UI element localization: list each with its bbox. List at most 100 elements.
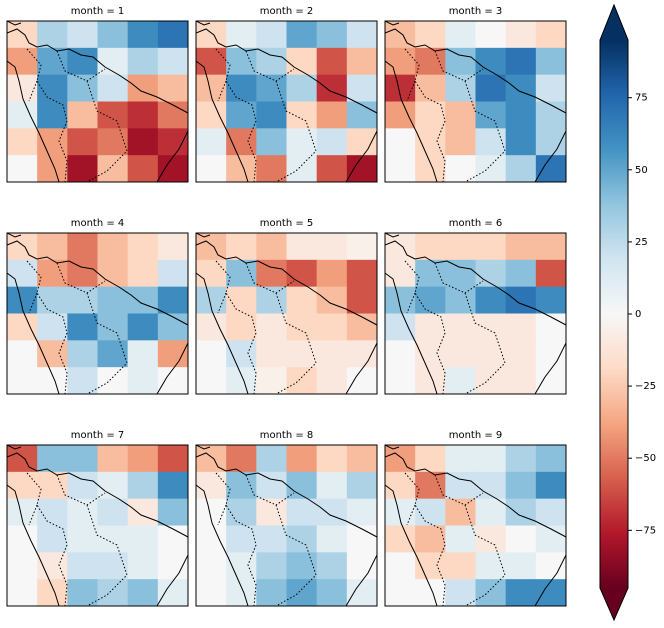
cell — [157, 471, 189, 500]
cell — [37, 21, 68, 49]
cell — [256, 259, 287, 288]
panel-title: month = 4 — [71, 218, 125, 229]
panel-frame — [6, 232, 189, 395]
cell — [256, 552, 287, 580]
cell — [385, 445, 416, 473]
cell — [475, 313, 507, 341]
cell — [97, 155, 129, 183]
cell — [286, 552, 318, 580]
colorbar-tick-label: 25 — [635, 237, 648, 248]
cell — [535, 286, 567, 314]
cell — [127, 579, 159, 607]
cell — [226, 525, 257, 553]
cell — [316, 47, 348, 76]
cell — [7, 259, 38, 288]
cell — [286, 101, 318, 129]
cell — [127, 525, 159, 553]
cell — [37, 498, 68, 526]
cell — [385, 579, 416, 607]
cell — [445, 155, 476, 183]
cell — [256, 155, 287, 183]
cell — [127, 101, 159, 129]
panel-frame — [195, 20, 378, 183]
cell — [445, 128, 476, 156]
cell — [415, 259, 446, 288]
cell — [67, 47, 98, 76]
cell — [445, 552, 476, 580]
cell — [226, 445, 257, 473]
cell — [7, 21, 38, 49]
cell — [7, 101, 38, 129]
cell — [67, 340, 98, 368]
cell — [196, 552, 227, 580]
cell — [505, 21, 537, 49]
cell — [97, 233, 129, 261]
cell — [316, 286, 348, 314]
cell — [196, 155, 227, 183]
cell — [97, 579, 129, 607]
cell — [7, 233, 38, 261]
cell — [445, 525, 476, 553]
cell — [37, 471, 68, 500]
cell — [67, 367, 98, 395]
cell — [196, 471, 227, 500]
cell — [97, 552, 129, 580]
cell — [7, 47, 38, 76]
cell — [415, 313, 446, 341]
cell — [286, 498, 318, 526]
cell — [535, 47, 567, 76]
cell — [475, 367, 507, 395]
cell — [346, 367, 378, 395]
cell — [37, 525, 68, 553]
cell — [127, 155, 159, 183]
cell — [385, 471, 416, 500]
extend-top — [600, 5, 628, 40]
panel-frame — [6, 444, 189, 607]
cell — [346, 233, 378, 261]
colorbar: −75 −50 −25 0 25 50 75 — [599, 3, 656, 622]
cell — [67, 128, 98, 156]
panel-title: month = 1 — [71, 6, 125, 17]
cell — [385, 525, 416, 553]
cell — [535, 74, 567, 102]
cell — [37, 579, 68, 607]
cell — [67, 579, 98, 607]
cell — [127, 445, 159, 473]
cell — [37, 74, 68, 102]
cell — [535, 445, 567, 473]
panel — [195, 20, 378, 183]
cell — [7, 579, 38, 607]
cell — [7, 128, 38, 156]
cell — [505, 340, 537, 368]
cell — [157, 101, 189, 129]
panel — [195, 232, 378, 395]
cell — [385, 259, 416, 288]
cell — [67, 259, 98, 288]
cell — [157, 128, 189, 156]
cell — [67, 21, 98, 49]
cell — [505, 313, 537, 341]
cell — [415, 286, 446, 314]
cell — [346, 21, 378, 49]
cell — [316, 367, 348, 395]
extend-bottom — [600, 588, 628, 620]
colorbar-tick-label: −25 — [635, 381, 656, 392]
cell — [346, 74, 378, 102]
cell — [196, 259, 227, 288]
cell — [535, 155, 567, 183]
cell — [346, 128, 378, 156]
cell — [505, 498, 537, 526]
panel-title: month = 6 — [449, 218, 503, 229]
cell — [415, 471, 446, 500]
cell — [475, 128, 507, 156]
cell — [286, 445, 318, 473]
cell — [226, 155, 257, 183]
cell — [256, 579, 287, 607]
cell — [286, 286, 318, 314]
cell — [127, 367, 159, 395]
cell — [127, 128, 159, 156]
panel-title: month = 7 — [71, 430, 125, 441]
cell — [445, 286, 476, 314]
cell — [97, 498, 129, 526]
